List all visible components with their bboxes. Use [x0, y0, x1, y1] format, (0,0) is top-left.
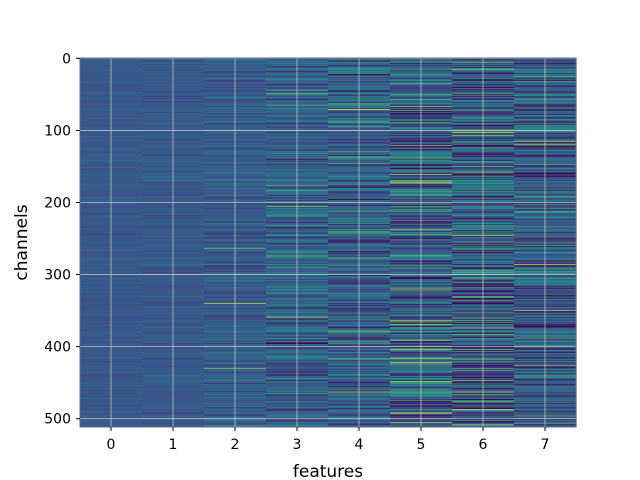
x-tick-label: 4 [355, 437, 364, 453]
x-axis-label: features [293, 462, 363, 480]
x-tick-label: 1 [169, 437, 178, 453]
plot-frame [79, 57, 577, 428]
x-tick-label: 0 [107, 437, 116, 453]
y-tick-label: 100 [44, 123, 71, 139]
y-tick-label: 0 [62, 51, 71, 67]
x-tick-label: 2 [231, 437, 240, 453]
y-axis-label: channels [12, 204, 32, 280]
y-tick-label: 500 [44, 412, 71, 428]
x-tick-label: 3 [293, 437, 302, 453]
y-axis-ticks: 0 100 200 300 400 500 [44, 51, 80, 428]
grid-lines [80, 57, 576, 427]
x-tick-label: 7 [541, 437, 550, 453]
x-axis-ticks: 0 1 2 3 4 5 6 7 [107, 427, 550, 453]
x-tick-label: 6 [479, 437, 488, 453]
y-tick-label: 300 [44, 268, 71, 284]
y-tick-label: 400 [44, 340, 71, 356]
heatmap-cells [80, 58, 577, 428]
x-tick-label: 5 [417, 437, 426, 453]
y-tick-label: 200 [44, 196, 71, 212]
